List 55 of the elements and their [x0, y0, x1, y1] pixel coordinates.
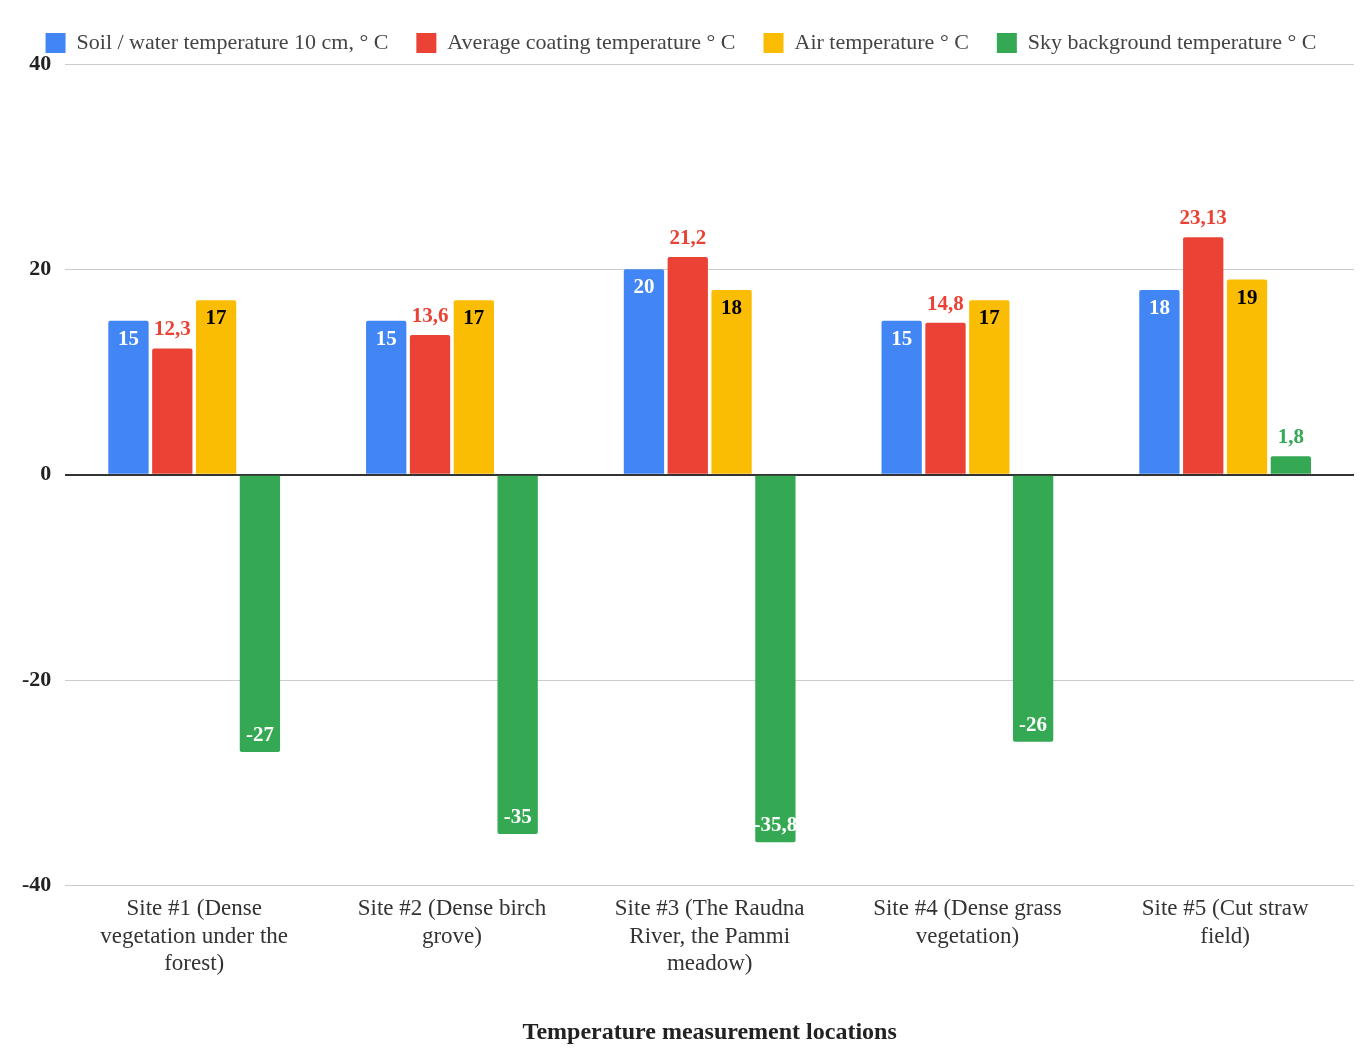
x-tick-label: Site #5 (Cut straw field) [1141, 895, 1309, 948]
bar [195, 300, 237, 474]
x-tick-label: Site #4 (Dense grass vegetation) [873, 895, 1062, 948]
data-label: 17 [463, 305, 485, 330]
data-label: 17 [205, 305, 227, 330]
bar [366, 320, 407, 474]
bar [1012, 475, 1054, 742]
data-label: 21,2 [669, 224, 707, 249]
bar [881, 320, 922, 474]
data-label: -35,8 [753, 812, 798, 837]
x-tick-label: Site #1 (Dense vegetation under the forest) [100, 895, 289, 976]
y-tick-label: -20 [22, 665, 52, 691]
bar [453, 300, 494, 474]
data-label: 14,8 [927, 290, 964, 315]
y-tick-label: -40 [22, 871, 52, 897]
data-label: 18 [1148, 294, 1170, 319]
data-label: 15 [375, 325, 397, 350]
bar [1183, 237, 1224, 474]
bar [755, 475, 796, 843]
data-label: 12,3 [153, 316, 191, 341]
data-label: 1,8 [1277, 424, 1304, 449]
bar [623, 269, 665, 474]
data-label: 17 [978, 305, 1000, 330]
data-label: 20 [633, 274, 655, 299]
bar [108, 320, 149, 474]
data-label: -35 [503, 803, 532, 828]
bar [152, 348, 193, 474]
data-label: -27 [245, 721, 274, 746]
legend-label: Average coating temperature ° C [447, 28, 736, 54]
x-tick-label: Site #2 (Dense birch grove) [357, 895, 547, 948]
bar [667, 257, 708, 474]
data-label: 23,13 [1179, 205, 1227, 230]
bar [409, 335, 451, 474]
data-label: 15 [117, 325, 139, 350]
data-label: 13,6 [411, 302, 449, 327]
legend-label: Soil / water temperature 10 cm, ° C [76, 28, 389, 54]
data-label: 15 [891, 325, 913, 350]
data-label: 18 [721, 294, 743, 319]
bar [1226, 279, 1268, 474]
data-label: 19 [1236, 284, 1258, 309]
y-tick-label: 0 [40, 460, 52, 486]
x-tick-label: Site #3 (The Raudna River, the Pammi meadow) [614, 895, 805, 976]
legend-label: Sky background temperature ° C [1027, 28, 1317, 54]
bar [239, 475, 281, 752]
legend-label: Air temperature ° C [794, 28, 969, 54]
bar [1139, 289, 1180, 474]
bar [497, 475, 538, 835]
y-tick-label: 20 [29, 255, 52, 281]
bar [1270, 456, 1312, 474]
bar [969, 300, 1010, 474]
x-axis-title: Temperature measurement locations [522, 1017, 897, 1044]
data-label: -26 [1019, 711, 1048, 736]
bar [925, 322, 966, 474]
y-tick-label: 40 [29, 49, 52, 75]
bar [711, 289, 752, 474]
